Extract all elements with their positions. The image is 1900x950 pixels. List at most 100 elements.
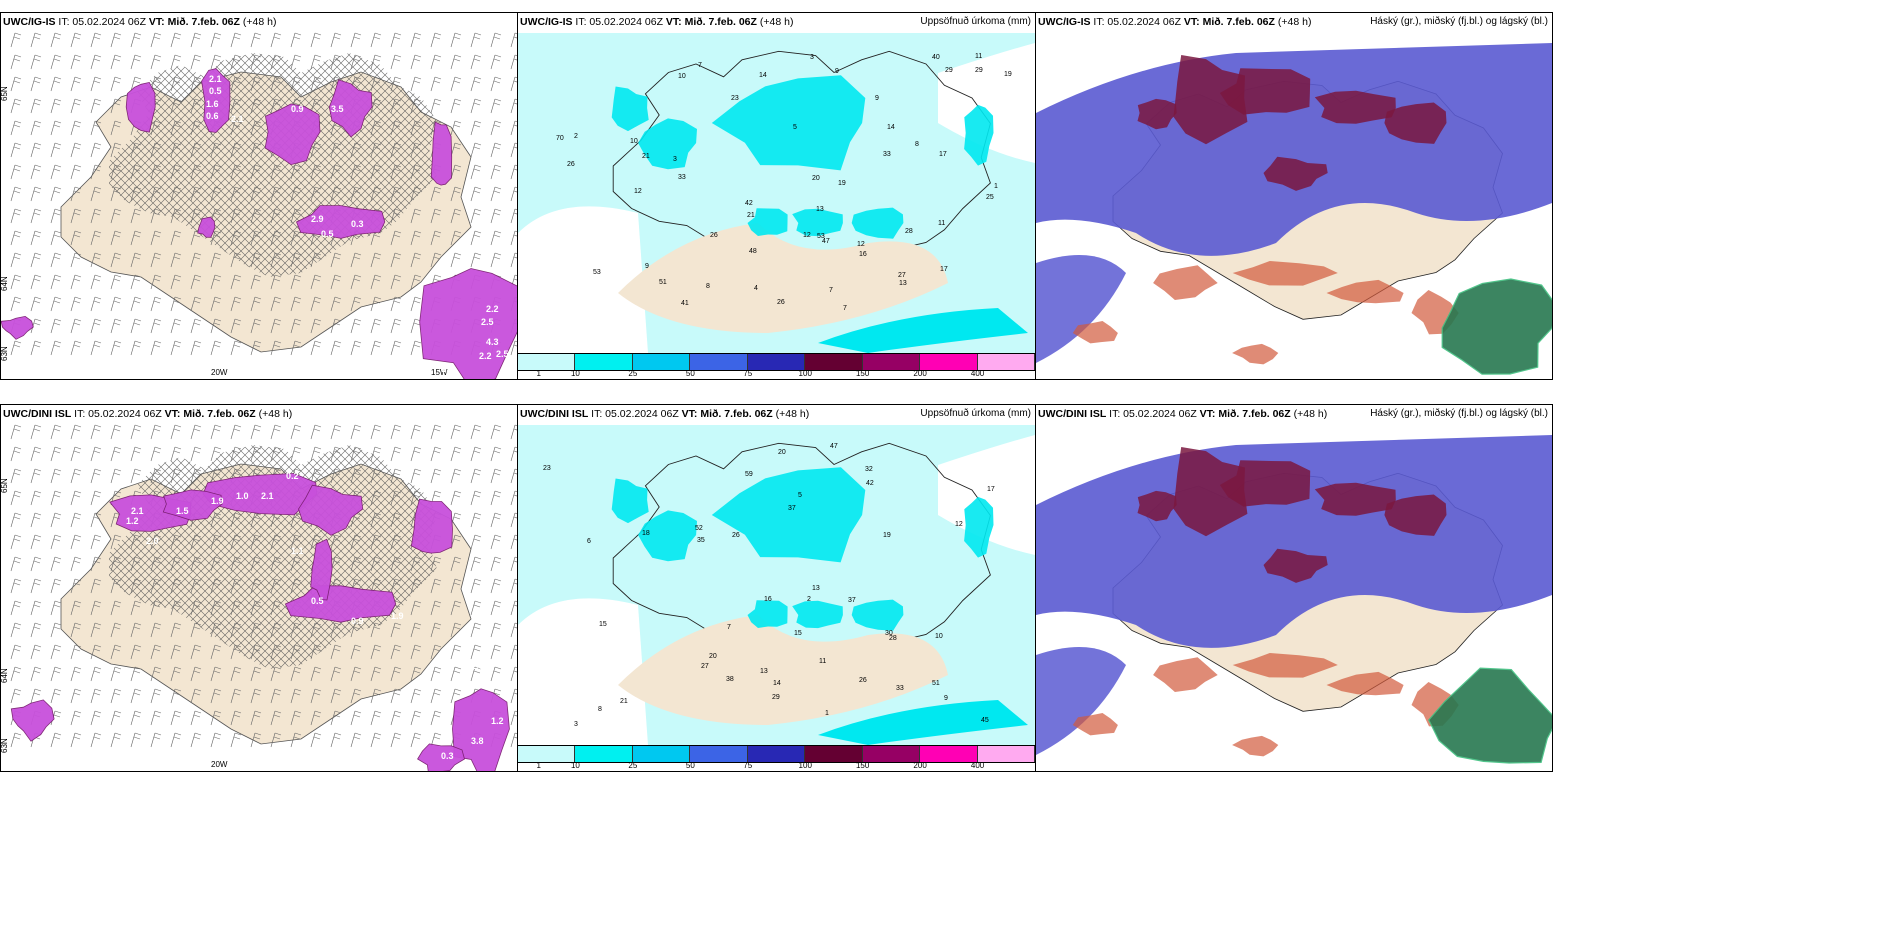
colorbar-segment [805,354,863,370]
snow-area [298,484,364,536]
snow-value: 1.9 [211,496,224,506]
precip-map[interactable]: 7 10 9 10 8 7 25 33 21 51 53 70 42 53 33 40 26 29 28 17 27 47… [518,33,1035,353]
precip-value: 26 [710,232,718,239]
precip-value: 3 [673,156,677,163]
panel-title: Háský (gr.), miðský (fj.bl.) og lágský (… [1370,408,1548,419]
snow-value: 2.1 [209,74,222,84]
precip-value: 28 [905,228,913,235]
snow-map[interactable]: 65N 64N 63N 20W 0.2 1.9 2.1 1.2 2.0 1.5 2.1 1.0 1.1 0… [1,419,517,771]
low-cloud [1232,653,1338,678]
snow-area [430,121,453,186]
snow-value: 2.0 [146,536,159,546]
low-cloud [1326,279,1404,304]
snow-value: 2.8 [501,686,514,696]
precip-value: 2 [574,133,578,140]
colorbar-tick: 100 [798,369,812,378]
snow-area [295,205,386,239]
low-cloud [1153,265,1218,300]
colorbar-segment [632,746,691,762]
high-cloud [1314,482,1396,516]
snow-value: 0.2 [286,471,299,481]
colorbar-tick: 150 [855,761,870,770]
precip-value: 8 [915,141,919,148]
precip-value: 10 [630,138,638,145]
snow-value: 2.2 [479,351,492,361]
colorbar-segment [690,746,748,762]
panel-dini-snow: UWC/DINI ISL IT: 05.02.2024 06Z VT: Mið.… [0,404,518,772]
lat-label: 65N [1,86,9,101]
low-cloud [1232,735,1279,757]
precip-value: 33 [896,685,904,692]
colorbar-tick: 25 [628,761,638,770]
precip-value: 29 [945,67,953,74]
precip-value: 9 [835,68,839,75]
precip-area [964,104,994,166]
precip-value: 19 [1004,71,1012,78]
colorbar-tick: 10 [570,369,580,378]
precip-value: 7 [843,305,847,312]
precip-value: 9 [944,695,948,702]
precip-value: 37 [788,505,796,512]
colorbar-tick: 1 [536,761,541,770]
precip-value: 23 [543,465,551,472]
snow-value: 1.2 [491,716,504,726]
precip-value: 23 [731,95,739,102]
precip-value: 12 [803,232,811,239]
colorbar-segment [575,354,633,370]
colorbar-tick: 200 [913,369,927,378]
precip-area [611,478,649,524]
low-cloud [1326,671,1404,696]
precip-map[interactable]: 8 10 13 15 59 47 51 32 33 27 45 35 38 20 26 52 30 15 16 17 2… [518,425,1035,745]
precip-value: 28 [889,635,897,642]
precip-value: 11 [975,53,982,60]
precip-value: 48 [749,248,757,255]
precip-value: 42 [866,480,874,487]
snow-area [162,489,223,521]
colorbar-tick: 50 [685,369,695,378]
precip-area [818,308,1028,353]
precip-value: 51 [932,680,940,687]
snow-map[interactable]: 65N 64N 63N 20W 15W 2.1 1.6 2.1 0.9 3.5 2.2 2.5 4.3 2… [1,27,517,379]
precip-value: 53 [593,269,601,276]
cloud-map[interactable] [1036,425,1552,771]
precip-value: 21 [747,212,755,219]
precip-colorbar: 1 10 25 50 75 100 150 200 400 [518,353,1035,379]
colorbar-tick: 1 [536,369,541,378]
precip-value: 33 [678,174,686,181]
lon-label: 20W [211,760,228,769]
panel-header: UWC/DINI ISL IT: 05.02.2024 06Z VT: Mið.… [3,408,293,420]
high-cloud [1314,90,1396,124]
precip-value: 21 [620,698,628,705]
precip-value: 51 [659,279,667,286]
snow-area [264,103,321,166]
precip-value: 21 [642,153,650,160]
colorbar-tick: 75 [743,761,753,770]
snow-value: 3.5 [331,104,344,114]
snow-area [125,81,156,133]
snow-area [10,699,55,742]
snow-value: 0.5 [209,86,222,96]
precip-area [711,467,866,563]
snow-value: 1.0 [236,491,249,501]
colorbar-tick: 50 [685,761,695,770]
snow-value: 2.1 [131,506,144,516]
precip-value: 42 [745,200,753,207]
precip-value: 20 [709,653,717,660]
precip-value: 26 [567,161,575,168]
panel-title: Uppsöfnuð úrkoma (mm) [920,16,1031,27]
colorbar-segment [518,746,576,762]
high-cloud [1137,98,1177,130]
precip-value: 4 [754,285,758,292]
dry-area [518,206,648,353]
colorbar-segment [862,746,921,762]
cloud-map[interactable] [1036,33,1552,379]
panel-header: UWC/IG-IS IT: 05.02.2024 06Z VT: Mið. 7.… [3,16,277,28]
snow-value: 1.2 [441,364,454,374]
colorbar-segment [862,354,921,370]
colorbar-tick: 400 [970,761,985,770]
snow-area [1,315,34,340]
dry-area [518,598,648,745]
precip-value: 1 [825,710,829,717]
mid-cloud [1036,435,1552,648]
precip-colorbar: 1 10 25 50 75 100 150 200 400 [518,745,1035,771]
